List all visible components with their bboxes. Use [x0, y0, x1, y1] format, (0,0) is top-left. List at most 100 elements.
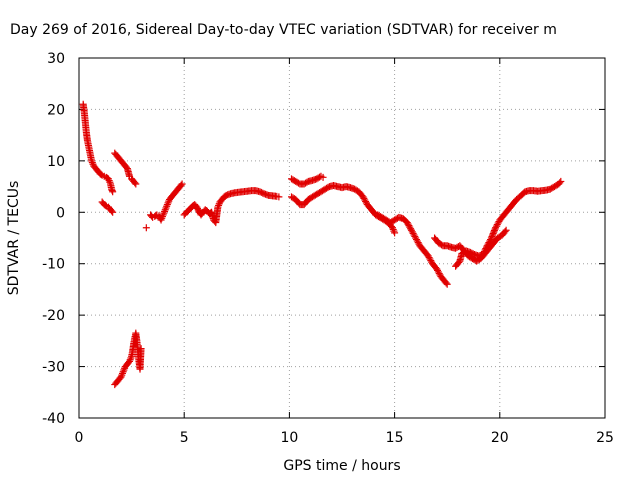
data-point — [361, 196, 369, 204]
data-point — [215, 201, 223, 209]
y-tick-label: -40 — [42, 411, 65, 427]
data-point — [412, 236, 420, 244]
data-point — [162, 204, 170, 212]
data-point — [489, 230, 497, 238]
data-point — [161, 207, 169, 215]
data-point — [414, 239, 422, 247]
data-point — [413, 237, 421, 245]
data-point — [117, 373, 125, 381]
x-tick-label: 15 — [386, 430, 404, 446]
data-point — [161, 206, 169, 214]
data-point — [501, 228, 509, 236]
plot-frame — [78, 57, 606, 419]
data-point — [489, 231, 497, 239]
data-point — [118, 369, 126, 377]
data-point — [435, 269, 443, 277]
y-tick-label: -30 — [42, 360, 65, 376]
data-point — [556, 179, 564, 187]
x-axis-label: GPS time / hours — [283, 458, 400, 474]
data-points — [79, 100, 565, 389]
x-tick-label: 25 — [596, 430, 614, 446]
data-point — [412, 234, 420, 242]
data-point — [137, 345, 145, 353]
data-point — [406, 223, 414, 231]
data-point — [119, 368, 127, 376]
y-tick-label: -10 — [42, 257, 65, 273]
x-tick-label: 10 — [280, 430, 298, 446]
data-point — [390, 227, 398, 235]
data-point — [433, 265, 441, 273]
data-point — [359, 193, 367, 201]
data-point — [424, 252, 432, 260]
data-point — [125, 357, 133, 365]
data-point — [405, 222, 413, 230]
data-point — [104, 175, 112, 183]
data-point — [407, 226, 415, 234]
data-point — [403, 219, 411, 227]
y-tick-label: -20 — [42, 308, 65, 324]
data-point — [164, 199, 172, 207]
data-point — [488, 233, 496, 241]
data-point — [360, 194, 368, 202]
data-point — [126, 356, 134, 364]
data-point — [109, 188, 117, 196]
x-tick-label: 20 — [491, 430, 509, 446]
data-point — [486, 237, 494, 245]
data-point — [485, 239, 493, 247]
data-point — [434, 266, 442, 274]
data-point — [118, 371, 126, 379]
data-point — [159, 211, 167, 219]
data-point — [214, 203, 222, 211]
data-point — [142, 224, 150, 232]
data-point — [409, 229, 417, 237]
data-point — [163, 201, 171, 209]
x-tick-label: 5 — [180, 430, 189, 446]
data-point — [388, 224, 396, 232]
data-point — [410, 231, 418, 239]
data-point — [434, 268, 442, 276]
data-point — [494, 219, 502, 227]
data-point — [557, 177, 565, 185]
data-point — [492, 222, 500, 230]
data-point — [178, 180, 186, 188]
data-point — [442, 279, 450, 287]
data-point — [127, 354, 135, 362]
data-point — [106, 178, 114, 186]
data-point — [492, 224, 500, 232]
y-tick-label: 0 — [56, 205, 65, 221]
data-point — [484, 240, 492, 248]
data-point — [491, 225, 499, 233]
data-point — [362, 197, 370, 205]
data-point — [120, 366, 128, 374]
axis-ticks: 0 5 10 15 20 25 -40 -30 -20 -10 0 10 20 30 — [42, 51, 614, 446]
data-point — [131, 179, 139, 187]
data-point — [427, 257, 435, 265]
data-point — [443, 280, 451, 288]
y-tick-label: 20 — [47, 102, 65, 118]
data-point — [88, 157, 96, 165]
x-tick-label: 0 — [75, 430, 84, 446]
data-point — [177, 181, 185, 189]
data-point — [163, 202, 171, 210]
grid-lines — [79, 58, 605, 418]
data-point — [275, 193, 283, 201]
data-point — [502, 226, 510, 234]
data-point — [160, 209, 168, 217]
data-point — [490, 228, 498, 236]
data-point — [132, 180, 140, 188]
data-point — [407, 225, 415, 233]
data-point — [425, 254, 433, 262]
data-point — [108, 207, 116, 215]
data-point — [88, 159, 96, 167]
y-axis-label: SDTVAR / TECUs — [6, 181, 22, 296]
data-point — [158, 214, 166, 222]
data-point — [109, 208, 117, 216]
data-point — [493, 221, 501, 229]
data-point — [426, 255, 434, 263]
data-point — [487, 236, 495, 244]
data-point — [408, 228, 416, 236]
data-point — [319, 173, 327, 181]
data-point — [411, 232, 419, 240]
data-point — [391, 229, 399, 237]
